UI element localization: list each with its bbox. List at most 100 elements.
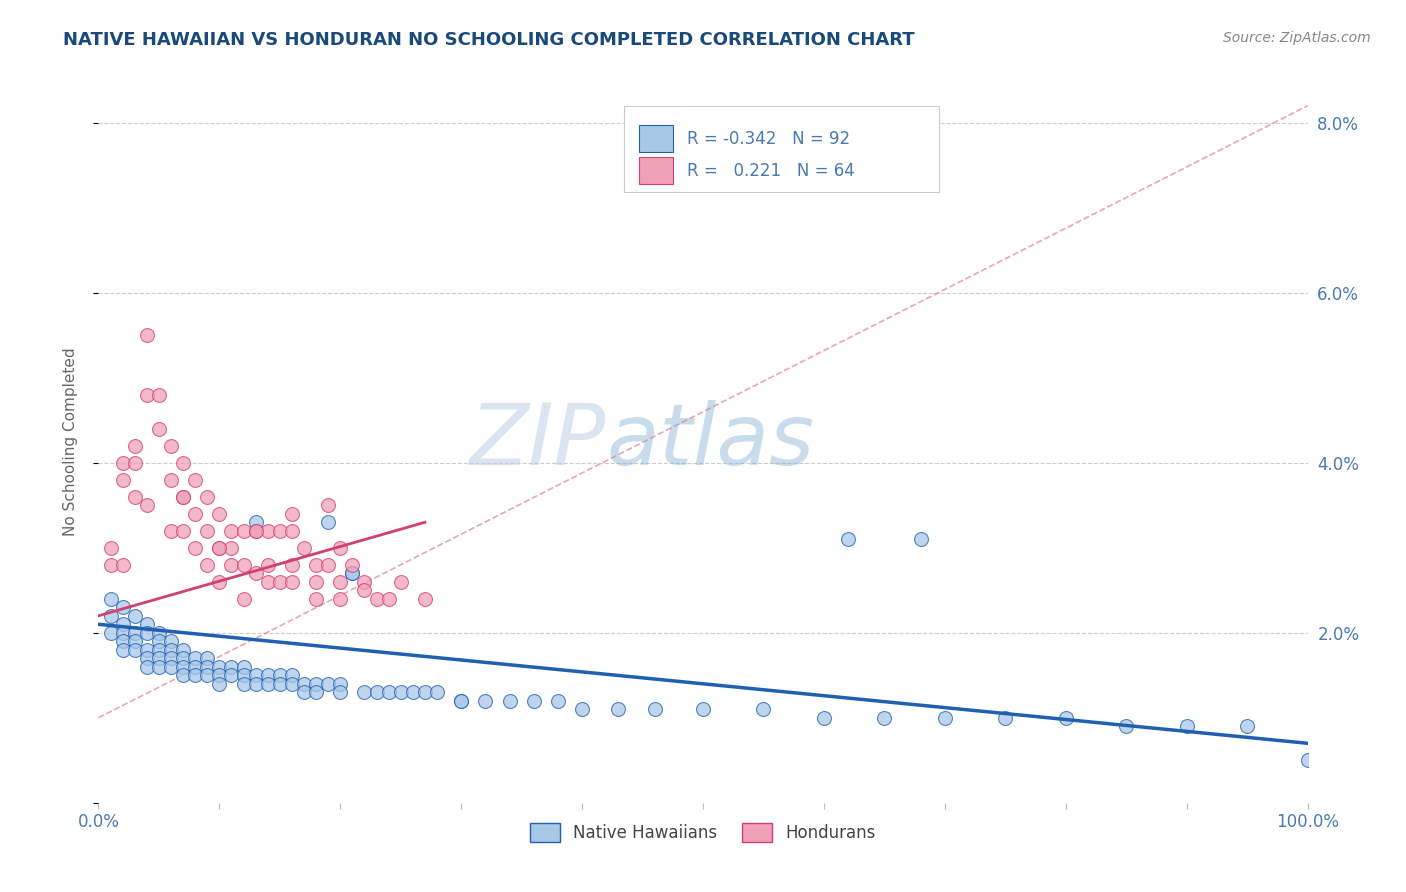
Point: [292, 685, 315, 699]
Point: [208, 541, 231, 555]
Point: [245, 524, 267, 538]
Point: [474, 694, 496, 708]
Point: [160, 651, 183, 665]
Point: [148, 625, 170, 640]
Point: [184, 507, 207, 521]
Point: [342, 558, 364, 572]
Point: [160, 660, 183, 674]
Point: [124, 642, 146, 657]
Point: [232, 591, 254, 606]
Point: [100, 541, 122, 555]
Point: [124, 456, 146, 470]
Point: [184, 473, 207, 487]
Point: [342, 566, 364, 581]
Point: [281, 507, 304, 521]
Point: [571, 702, 593, 716]
Point: [366, 685, 388, 699]
Point: [208, 668, 231, 682]
Point: [329, 574, 352, 589]
Point: [245, 516, 267, 530]
Point: [837, 533, 859, 547]
Point: [281, 574, 304, 589]
Point: [292, 541, 315, 555]
Text: ZIP: ZIP: [470, 400, 606, 483]
Point: [160, 634, 183, 648]
Point: [184, 541, 207, 555]
Point: [366, 591, 388, 606]
Point: [148, 651, 170, 665]
Text: R =   0.221   N = 64: R = 0.221 N = 64: [688, 161, 855, 179]
Point: [1236, 719, 1258, 733]
Point: [305, 558, 328, 572]
Point: [329, 685, 352, 699]
Point: [413, 591, 436, 606]
Point: [208, 541, 231, 555]
Point: [124, 625, 146, 640]
Point: [644, 702, 666, 716]
Point: [111, 456, 134, 470]
Point: [281, 524, 304, 538]
Point: [269, 524, 291, 538]
Point: [160, 642, 183, 657]
Point: [269, 677, 291, 691]
Point: [221, 541, 243, 555]
Bar: [638, 157, 673, 185]
Point: [547, 694, 569, 708]
Text: atlas: atlas: [606, 400, 814, 483]
Point: [172, 668, 194, 682]
Point: [172, 642, 194, 657]
Legend: Native Hawaiians, Hondurans: Native Hawaiians, Hondurans: [523, 816, 883, 848]
Point: [135, 498, 157, 512]
Point: [111, 600, 134, 615]
Point: [135, 328, 157, 343]
Point: [413, 685, 436, 699]
Point: [256, 677, 278, 691]
Point: [269, 668, 291, 682]
Point: [221, 524, 243, 538]
Point: [135, 625, 157, 640]
Point: [873, 711, 896, 725]
Point: [100, 558, 122, 572]
Point: [316, 558, 339, 572]
Text: Source: ZipAtlas.com: Source: ZipAtlas.com: [1223, 31, 1371, 45]
Point: [305, 591, 328, 606]
FancyBboxPatch shape: [624, 105, 939, 193]
Point: [256, 668, 278, 682]
Bar: [638, 125, 673, 153]
Point: [172, 490, 194, 504]
Point: [172, 524, 194, 538]
Point: [910, 533, 932, 547]
Point: [245, 524, 267, 538]
Point: [135, 642, 157, 657]
Point: [195, 660, 218, 674]
Point: [111, 558, 134, 572]
Point: [353, 685, 375, 699]
Point: [172, 651, 194, 665]
Y-axis label: No Schooling Completed: No Schooling Completed: [63, 347, 77, 536]
Point: [305, 574, 328, 589]
Point: [292, 677, 315, 691]
Point: [184, 651, 207, 665]
Point: [1054, 711, 1077, 725]
Point: [281, 558, 304, 572]
Text: NATIVE HAWAIIAN VS HONDURAN NO SCHOOLING COMPLETED CORRELATION CHART: NATIVE HAWAIIAN VS HONDURAN NO SCHOOLING…: [63, 31, 915, 49]
Point: [450, 694, 472, 708]
Point: [245, 677, 267, 691]
Point: [1115, 719, 1137, 733]
Point: [221, 558, 243, 572]
Point: [160, 524, 183, 538]
Point: [329, 677, 352, 691]
Point: [607, 702, 630, 716]
Point: [316, 677, 339, 691]
Point: [124, 490, 146, 504]
Point: [195, 490, 218, 504]
Point: [353, 574, 375, 589]
Point: [148, 634, 170, 648]
Point: [523, 694, 546, 708]
Point: [245, 668, 267, 682]
Point: [111, 642, 134, 657]
Point: [1296, 753, 1319, 767]
Point: [111, 473, 134, 487]
Point: [232, 524, 254, 538]
Point: [232, 558, 254, 572]
